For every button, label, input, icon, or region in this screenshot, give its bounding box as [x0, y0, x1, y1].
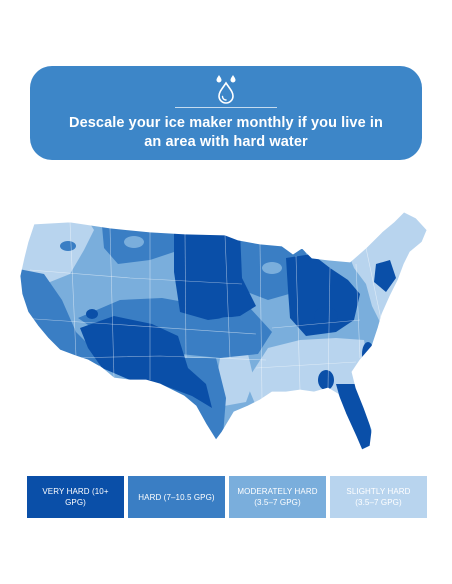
legend-hard: HARD (7–10.5 GPG) — [128, 476, 225, 518]
legend-very-hard: VERY HARD (10+ GPG) — [27, 476, 124, 518]
headline-line-2: an area with hard water — [144, 134, 308, 150]
banner-headline: Descale your ice maker monthly if you li… — [50, 114, 402, 152]
region-very-hard-great-lakes — [286, 254, 360, 336]
region-very-hard-florida — [336, 384, 374, 450]
hardness-legend: VERY HARD (10+ GPG) HARD (7–10.5 GPG) MO… — [27, 476, 427, 518]
info-banner: Descale your ice maker monthly if you li… — [30, 66, 422, 160]
headline-line-1: Descale your ice maker monthly if you li… — [69, 115, 383, 131]
legend-slightly-hard: SLIGHTLY HARD (3.5–7 GPG) — [330, 476, 427, 518]
banner-divider — [175, 107, 277, 108]
region-very-hard-ny — [374, 260, 396, 292]
region-louisiana — [216, 354, 254, 406]
region-very-hard-ohio-spot — [314, 307, 338, 325]
legend-moderately-hard: MODERATELY HARD (3.5–7 GPG) — [229, 476, 326, 518]
water-drops-icon — [216, 75, 236, 104]
us-water-hardness-map — [19, 211, 428, 451]
region-very-hard-georgia-spot — [318, 370, 334, 390]
region-very-hard-north-plains — [174, 228, 256, 320]
